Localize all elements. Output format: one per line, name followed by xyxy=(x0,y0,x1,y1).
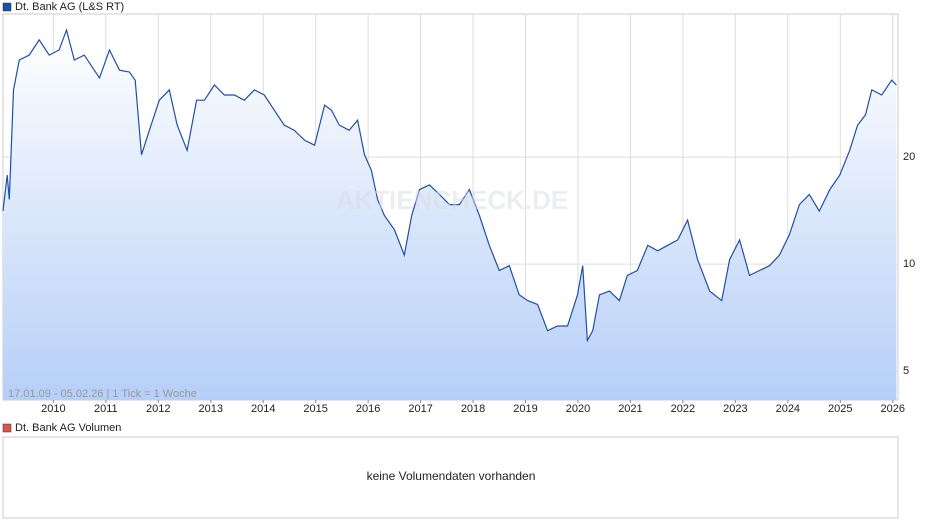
x-tick-label: 2026 xyxy=(881,403,905,415)
legend-swatch xyxy=(2,2,12,12)
volume-panel xyxy=(2,436,899,519)
y-tick-label: 20 xyxy=(903,151,915,163)
x-tick-label: 2017 xyxy=(408,403,432,415)
x-tick-label: 2011 xyxy=(94,403,118,415)
x-tick-label: 2013 xyxy=(199,403,223,415)
volume-legend-swatch xyxy=(2,423,12,433)
price-area xyxy=(3,30,897,400)
x-tick-label: 2019 xyxy=(513,403,537,415)
x-tick-label: 2010 xyxy=(41,403,65,415)
x-tick-label: 2021 xyxy=(618,403,642,415)
y-tick-label: 5 xyxy=(903,365,909,377)
x-tick-label: 2018 xyxy=(461,403,485,415)
volume-legend-label: Dt. Bank AG Volumen xyxy=(15,422,121,434)
x-tick-label: 2024 xyxy=(776,403,800,415)
y-tick-label: 10 xyxy=(903,258,915,270)
x-tick-label: 2022 xyxy=(671,403,695,415)
legend-label: Dt. Bank AG (L&S RT) xyxy=(15,1,124,13)
x-tick-label: 2014 xyxy=(251,403,275,415)
axes: 5 10 20 2010 2011 2012 2013 2014 2015 2016 2017 201… xyxy=(41,151,915,415)
x-tick-label: 2016 xyxy=(356,403,380,415)
x-tick-label: 2023 xyxy=(723,403,747,415)
x-tick-label: 2012 xyxy=(146,403,170,415)
volume-message: keine Volumendaten vorhanden xyxy=(367,469,536,483)
plot xyxy=(2,28,897,400)
watermark: AKTIENCHECK.DE xyxy=(336,185,569,215)
price-line xyxy=(2,28,897,343)
range-annotation: 17.01.09 - 05.02.26 | 1 Tick = 1 Woche xyxy=(8,388,197,400)
x-tick-label: 2015 xyxy=(303,403,327,415)
x-tick-label: 2025 xyxy=(828,403,852,415)
x-tick-label: 2020 xyxy=(566,403,590,415)
